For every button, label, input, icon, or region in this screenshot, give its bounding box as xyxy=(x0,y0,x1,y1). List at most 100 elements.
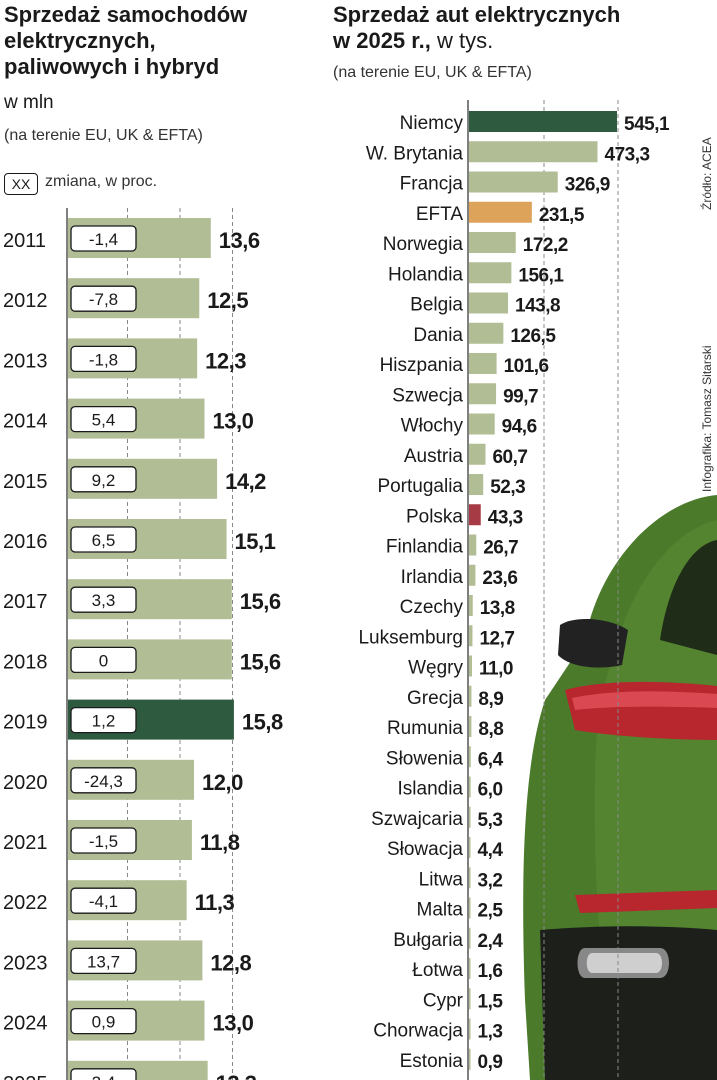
country-label: Łotwa xyxy=(412,960,463,981)
country-bar xyxy=(469,988,471,1010)
country-value: 3,2 xyxy=(478,870,503,891)
country-value: 52,3 xyxy=(490,477,525,498)
country-bar xyxy=(469,685,472,707)
country-label: Francja xyxy=(400,174,464,195)
country-bar xyxy=(469,413,495,435)
change-badge xyxy=(70,887,137,914)
left-region: (na terenie EU, UK & EFTA) xyxy=(4,127,203,144)
year-label: 2016 xyxy=(3,531,48,553)
change-value: -4,1 xyxy=(89,892,118,911)
year-label: 2024 xyxy=(3,1013,48,1035)
country-label: Bułgaria xyxy=(393,930,463,951)
country-label: W. Brytania xyxy=(366,143,464,164)
car-reflector-shape xyxy=(575,890,717,913)
country-label: Chorwacja xyxy=(373,1021,463,1042)
country-value: 26,7 xyxy=(483,538,518,559)
country-bar xyxy=(469,262,512,284)
year-label: 2017 xyxy=(3,591,48,613)
total-value: 13,0 xyxy=(213,1011,254,1036)
change-badge xyxy=(70,225,137,252)
country-label: Słowenia xyxy=(386,748,464,769)
left-title-line-3: paliwowych i hybryd xyxy=(4,54,220,79)
country-label: Islandia xyxy=(398,779,464,800)
country-value: 2,5 xyxy=(478,901,504,922)
change-value: 5,4 xyxy=(92,411,116,430)
country-value: 545,1 xyxy=(624,114,670,135)
change-value: 0 xyxy=(99,651,108,670)
total-value: 12,5 xyxy=(207,288,248,313)
total-value: 15,6 xyxy=(240,589,281,614)
country-value: 156,1 xyxy=(518,265,564,286)
change-value: 3,3 xyxy=(92,591,116,610)
country-label: Finlandia xyxy=(386,537,464,558)
country-bar xyxy=(469,474,484,495)
total-value: 15,1 xyxy=(235,529,276,554)
country-bar xyxy=(469,776,471,798)
year-label: 2012 xyxy=(3,290,48,312)
car-taillight-shape xyxy=(565,681,717,740)
country-bar xyxy=(469,1048,471,1070)
car-taillight-glow xyxy=(572,691,717,710)
country-value: 2,4 xyxy=(478,931,504,952)
car-rear-window xyxy=(660,540,717,655)
country-label: Niemcy xyxy=(400,113,464,134)
country-label: Grecja xyxy=(407,688,463,709)
change-badge xyxy=(70,1068,137,1080)
left-title-line-2: elektrycznych, xyxy=(4,28,156,53)
country-value: 5,3 xyxy=(478,810,503,831)
change-value: -7,8 xyxy=(89,290,118,309)
country-value: 60,7 xyxy=(492,447,527,468)
total-value: 12,8 xyxy=(210,950,251,975)
country-label: Malta xyxy=(417,900,464,921)
country-value: 473,3 xyxy=(605,144,650,165)
year-label: 2021 xyxy=(3,832,48,854)
car-exhaust-inner xyxy=(586,953,662,973)
country-value: 12,7 xyxy=(479,628,514,649)
total-value: 13,6 xyxy=(219,228,260,253)
right-title-line-1: Sprzedaż aut elektrycznych xyxy=(333,2,621,27)
country-label: Dania xyxy=(413,325,463,346)
change-badge xyxy=(70,526,137,553)
country-label: Polska xyxy=(406,506,463,527)
change-badge xyxy=(70,827,137,854)
car-mirror-shape xyxy=(558,618,628,668)
country-bar xyxy=(469,958,471,979)
country-label: Luksemburg xyxy=(358,627,463,648)
country-bar xyxy=(469,232,516,253)
country-value: 172,2 xyxy=(523,235,568,256)
country-value: 126,5 xyxy=(510,326,556,347)
country-bar xyxy=(469,806,471,828)
country-bar xyxy=(469,595,473,616)
country-label: Norwegia xyxy=(383,234,464,255)
country-label: Holandia xyxy=(388,264,463,285)
country-value: 326,9 xyxy=(565,175,610,196)
country-value: 0,9 xyxy=(478,1052,503,1073)
right-chart: Niemcy 545,1 W. Brytania 473,3 Francja 326,9 E… xyxy=(358,111,670,1073)
right-title-unit: w tys. xyxy=(430,28,494,53)
country-value: 8,9 xyxy=(478,689,503,710)
left-chart: 2011 -1,4 13,6 2012 -7,8 12,5 2013 -1,8 12,3 2014… xyxy=(3,218,283,1080)
year-label: 2025 xyxy=(3,1073,48,1080)
country-label: Słowacja xyxy=(387,839,463,860)
change-value: -1,4 xyxy=(89,230,118,249)
change-value: -24,3 xyxy=(84,772,123,791)
country-label: Hiszpania xyxy=(380,355,464,376)
country-value: 1,5 xyxy=(478,991,504,1012)
country-bar xyxy=(469,655,472,677)
change-badge xyxy=(70,285,137,312)
change-badge xyxy=(70,586,137,613)
country-label: Szwajcaria xyxy=(371,809,463,830)
country-bar xyxy=(469,111,617,132)
year-label: 2019 xyxy=(3,712,48,734)
country-bar xyxy=(469,292,509,314)
car-illustration xyxy=(523,495,717,1080)
change-badge xyxy=(70,947,137,975)
year-label: 2015 xyxy=(3,471,48,493)
left-unit: w mln xyxy=(4,92,54,113)
country-bar xyxy=(469,837,471,858)
country-bar xyxy=(469,564,476,586)
total-value: 15,8 xyxy=(242,710,283,735)
country-value: 143,8 xyxy=(515,296,560,317)
right-chart-grid xyxy=(467,100,619,1080)
country-bar xyxy=(469,1018,471,1040)
